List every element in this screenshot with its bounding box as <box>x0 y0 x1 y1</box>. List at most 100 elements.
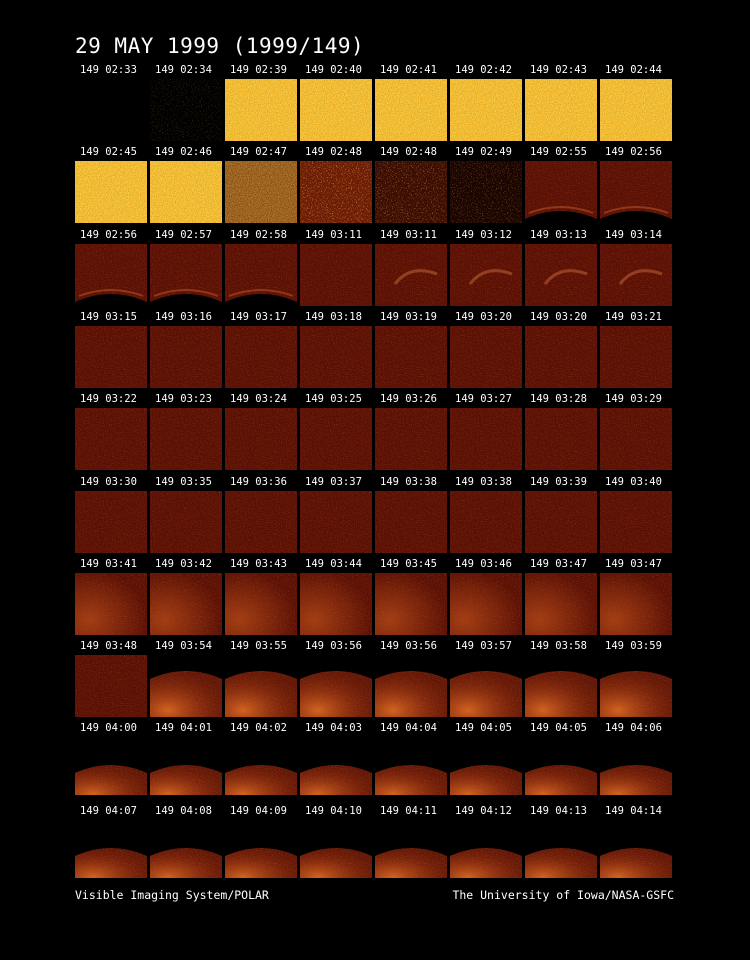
auroral-image <box>225 243 297 306</box>
auroral-image <box>75 161 147 224</box>
frame-timestamp: 149 03:22 <box>80 393 137 406</box>
frame-timestamp: 149 04:06 <box>605 722 662 735</box>
auroral-image <box>225 161 297 224</box>
auroral-image <box>450 819 522 882</box>
frame-timestamp: 149 02:56 <box>80 228 137 241</box>
auroral-image <box>300 325 372 388</box>
frame-timestamp: 149 02:48 <box>380 146 437 159</box>
frame-timestamp: 149 02:57 <box>155 228 212 241</box>
frame-timestamp: 149 04:09 <box>230 804 287 817</box>
frame-timestamp: 149 03:47 <box>605 557 662 570</box>
frame-timestamp: 149 03:55 <box>230 640 287 653</box>
auroral-image <box>375 79 447 141</box>
frame-timestamp: 149 03:41 <box>80 557 137 570</box>
auroral-image <box>450 408 522 471</box>
frame-timestamp: 149 03:46 <box>455 557 512 570</box>
frame-timestamp: 149 03:16 <box>155 310 212 323</box>
frame-timestamp: 149 03:56 <box>380 640 437 653</box>
frame-timestamp: 149 03:25 <box>305 393 362 406</box>
frame-timestamp: 149 03:14 <box>605 228 662 241</box>
footer-credit-instrument: Visible Imaging System/POLAR <box>75 888 269 902</box>
auroral-image <box>375 572 447 635</box>
auroral-image <box>75 819 147 882</box>
auroral-image <box>375 737 447 800</box>
frame-timestamp: 149 02:48 <box>305 146 362 159</box>
frame-timestamp: 149 04:12 <box>455 804 512 817</box>
auroral-image <box>375 161 447 224</box>
frame-timestamp: 149 03:29 <box>605 393 662 406</box>
auroral-image <box>225 572 297 635</box>
frame-timestamp: 149 02:45 <box>80 146 137 159</box>
auroral-image <box>450 737 522 800</box>
frame-timestamp: 149 02:43 <box>530 64 587 76</box>
auroral-image <box>225 655 297 718</box>
frame-timestamp: 149 03:27 <box>455 393 512 406</box>
frame-timestamp: 149 03:15 <box>80 310 137 323</box>
auroral-image <box>600 490 672 553</box>
frame-timestamp: 149 03:35 <box>155 475 212 488</box>
auroral-image <box>450 490 522 553</box>
frame-timestamp: 149 04:11 <box>380 804 437 817</box>
frame-timestamp: 149 02:33 <box>80 64 137 76</box>
frame-timestamp: 149 03:37 <box>305 475 362 488</box>
auroral-image <box>225 737 297 800</box>
frame-timestamp: 149 04:08 <box>155 804 212 817</box>
frame-timestamp: 149 03:56 <box>305 640 362 653</box>
frame-timestamp: 149 03:45 <box>380 557 437 570</box>
frame-timestamp: 149 03:38 <box>455 475 512 488</box>
frame-timestamp: 149 04:13 <box>530 804 587 817</box>
auroral-image <box>525 655 597 718</box>
auroral-image <box>75 79 147 141</box>
auroral-image <box>150 572 222 635</box>
auroral-image <box>525 819 597 882</box>
auroral-image <box>525 79 597 141</box>
auroral-image <box>300 737 372 800</box>
auroral-image <box>150 408 222 471</box>
auroral-image <box>375 325 447 388</box>
auroral-image <box>75 490 147 553</box>
footer-credit-institution: The University of Iowa/NASA-GSFC <box>452 888 674 902</box>
frame-timestamp: 149 03:59 <box>605 640 662 653</box>
frame-timestamp: 149 04:10 <box>305 804 362 817</box>
auroral-image <box>75 655 147 718</box>
auroral-image <box>75 737 147 800</box>
auroral-image <box>75 243 147 306</box>
auroral-image <box>525 490 597 553</box>
auroral-image <box>375 408 447 471</box>
auroral-image <box>300 161 372 224</box>
auroral-image <box>300 490 372 553</box>
auroral-image <box>600 161 672 224</box>
auroral-image <box>150 161 222 224</box>
frame-timestamp: 149 03:23 <box>155 393 212 406</box>
auroral-image <box>300 572 372 635</box>
auroral-image <box>150 819 222 882</box>
frame-timestamp: 149 03:11 <box>305 228 362 241</box>
auroral-image <box>150 655 222 718</box>
auroral-image <box>600 408 672 471</box>
auroral-image <box>450 572 522 635</box>
auroral-image <box>450 161 522 224</box>
frame-timestamp: 149 02:58 <box>230 228 287 241</box>
frame-timestamp: 149 04:05 <box>455 722 512 735</box>
frame-timestamp: 149 03:58 <box>530 640 587 653</box>
frame-timestamp: 149 02:47 <box>230 146 287 159</box>
auroral-image <box>225 79 297 141</box>
frame-timestamp: 149 03:26 <box>380 393 437 406</box>
auroral-image <box>225 819 297 882</box>
frame-timestamp: 149 04:02 <box>230 722 287 735</box>
frame-timestamp: 149 02:56 <box>605 146 662 159</box>
auroral-image <box>375 655 447 718</box>
auroral-image <box>225 325 297 388</box>
auroral-image <box>450 243 522 306</box>
frame-timestamp: 149 04:14 <box>605 804 662 817</box>
auroral-image <box>150 737 222 800</box>
frame-timestamp: 149 04:07 <box>80 804 137 817</box>
frame-timestamp: 149 03:13 <box>530 228 587 241</box>
auroral-image <box>375 819 447 882</box>
auroral-image <box>75 325 147 388</box>
auroral-image <box>150 243 222 306</box>
frame-timestamp: 149 03:21 <box>605 310 662 323</box>
frame-timestamp: 149 04:03 <box>305 722 362 735</box>
auroral-image <box>225 490 297 553</box>
